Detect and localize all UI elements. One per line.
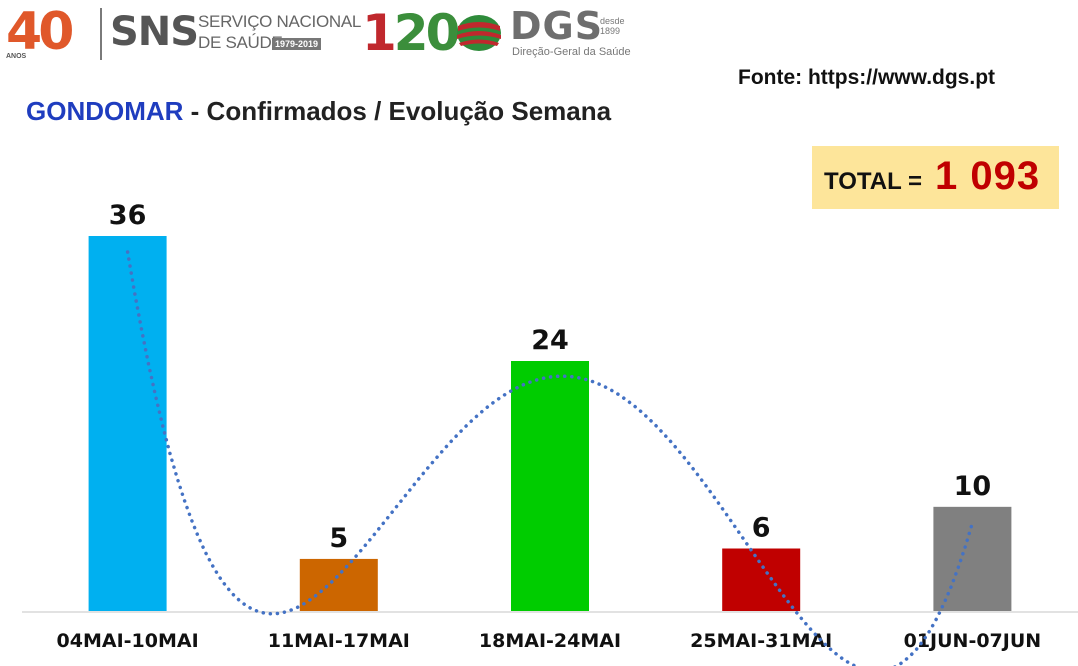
data-label-04MAI-10MAI: 36 xyxy=(109,200,147,231)
x-tick-label-01JUN-07JUN: 01JUN-07JUN xyxy=(904,630,1042,652)
logo-divider xyxy=(100,8,102,60)
dgs-since-year: 1899 xyxy=(600,26,621,36)
logo-40-digit-4: 4 xyxy=(6,2,42,62)
bar-04MAI-10MAI xyxy=(88,236,167,611)
dgs-since: desde 1899 xyxy=(600,16,625,36)
bar-01JUN-07JUN xyxy=(933,506,1012,611)
bar-18MAI-24MAI xyxy=(511,361,589,611)
logo-120-digit-1: 1 xyxy=(362,4,397,62)
sns-40-years-logo: 40 ANOS xyxy=(6,6,96,60)
header-logos: 40 ANOS SNS SERVIÇO NACIONAL DE SAÚDE 19… xyxy=(0,0,640,70)
data-label-18MAI-24MAI: 24 xyxy=(531,325,569,356)
sns-years-badge: 1979-2019 xyxy=(272,38,322,50)
dgs-globe-icon xyxy=(457,15,501,51)
logo-40-digit-0: 0 xyxy=(38,2,74,62)
total-value: 1 093 xyxy=(935,154,1041,198)
chart-title: GONDOMAR - Confirmados / Evolução Semana xyxy=(26,96,611,127)
chart-title-place: GONDOMAR xyxy=(26,96,184,126)
logo-40-sub: ANOS xyxy=(6,53,27,60)
logo-120-digits-20: 20 xyxy=(393,4,461,62)
dgs-logo-text: DGS xyxy=(510,4,604,48)
logo-120-years: 120 xyxy=(362,4,461,62)
sns-subtitle-line2: DE SAÚDE xyxy=(198,33,283,52)
dgs-subtitle: Direção-Geral da Saúde xyxy=(512,46,631,58)
total-box: TOTAL = 1 093 xyxy=(812,146,1059,209)
x-tick-label-25MAI-31MAI: 25MAI-31MAI xyxy=(690,630,832,652)
bar-11MAI-17MAI xyxy=(299,558,378,611)
sns-logo-text: SNS xyxy=(110,9,199,55)
source-text: Fonte: https://www.dgs.pt xyxy=(738,66,996,89)
data-label-01JUN-07JUN: 10 xyxy=(954,471,992,502)
dgs-since-label: desde xyxy=(600,16,625,26)
polynomial-trendline xyxy=(125,250,975,666)
chart-title-rest: - Confirmados / Evolução Semana xyxy=(183,96,612,126)
x-tick-label-11MAI-17MAI: 11MAI-17MAI xyxy=(268,630,410,652)
x-tick-label-18MAI-24MAI: 18MAI-24MAI xyxy=(479,630,621,652)
data-label-25MAI-31MAI: 6 xyxy=(752,513,771,544)
total-label: TOTAL = xyxy=(824,168,923,195)
sns-subtitle-line1: SERVIÇO NACIONAL xyxy=(198,12,362,31)
data-label-11MAI-17MAI: 5 xyxy=(329,523,348,554)
x-tick-label-04MAI-10MAI: 04MAI-10MAI xyxy=(57,630,199,652)
